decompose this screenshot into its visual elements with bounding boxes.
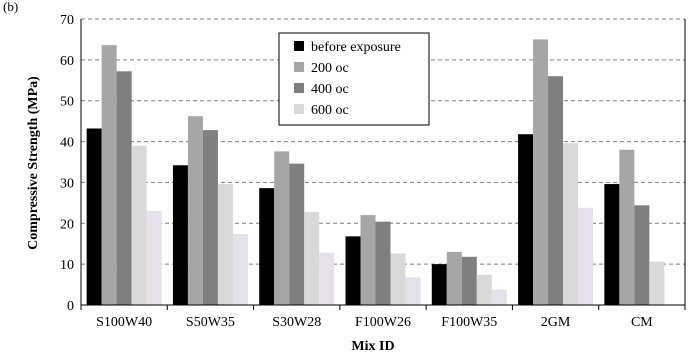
x-tick-label: S100W40 — [96, 315, 152, 330]
bar-S50W35-series-4 — [217, 184, 233, 305]
bar-S30W28-series-1 — [259, 188, 275, 305]
bar-S100W40-series-4 — [131, 145, 147, 305]
bar-F100W26-series-3 — [375, 221, 391, 305]
x-tick-labels: S100W40 S50W35 S30W28 F100W26 F100W35 2GM CM — [96, 315, 653, 330]
bar-F100W26-series-2 — [360, 215, 376, 305]
x-tick-label: F100W26 — [355, 315, 411, 330]
bar-S50W35-series-3 — [202, 130, 218, 305]
bar-S100W40-series-1 — [86, 128, 102, 305]
x-axis-title: Mix ID — [351, 339, 394, 354]
legend-label: before exposure — [311, 40, 401, 55]
bar-S50W35-series-2 — [187, 116, 203, 306]
legend: before exposure 200 oc 400 oc 600 oc — [278, 32, 430, 126]
bar-F100W35-series-1 — [431, 264, 447, 305]
bar-S30W28-series-3 — [289, 163, 305, 305]
bar-S100W40-series-5 — [146, 211, 162, 305]
bar-F100W26-series-5 — [405, 277, 421, 305]
legend-swatch — [294, 62, 304, 72]
bar-S50W35-series-1 — [172, 165, 188, 305]
bar-S30W28-series-4 — [304, 211, 320, 305]
x-tick-label: CM — [631, 315, 653, 330]
y-tick-label: 20 — [60, 217, 74, 232]
bar-CM-series-1 — [604, 184, 620, 305]
bar-F100W35-series-2 — [446, 251, 462, 305]
y-tick-label: 40 — [60, 136, 74, 151]
y-tick-label: 60 — [60, 54, 74, 69]
bar-S30W28-series-2 — [274, 151, 290, 305]
bar-S100W40-series-3 — [116, 71, 132, 305]
legend-label: 400 oc — [311, 82, 349, 97]
bar-F100W35-series-4 — [476, 274, 492, 305]
legend-swatch — [294, 104, 304, 114]
bars — [86, 39, 665, 306]
bar-F100W35-series-3 — [461, 256, 477, 305]
bar-2GM-series-3 — [548, 76, 564, 305]
figure-part-label: (b) — [3, 0, 18, 14]
x-tick-label: F100W35 — [441, 315, 497, 330]
y-tick-label: 10 — [60, 258, 74, 273]
bar-S100W40-series-2 — [101, 45, 117, 306]
bar-CM-series-2 — [619, 149, 635, 305]
y-tick-labels: 0 10 20 30 40 50 60 70 — [60, 13, 74, 314]
legend-swatch — [294, 41, 304, 51]
x-tick-label: S50W35 — [186, 315, 235, 330]
bar-2GM-series-1 — [518, 134, 534, 305]
bar-2GM-series-5 — [578, 207, 594, 305]
legend-label: 200 oc — [311, 61, 349, 76]
y-tick-label: 0 — [67, 299, 74, 314]
bar-CM-series-4 — [649, 261, 665, 305]
legend-swatch — [294, 83, 304, 93]
x-tick-label: 2GM — [541, 315, 571, 330]
bar-F100W26-series-1 — [345, 236, 361, 305]
y-tick-label: 30 — [60, 176, 74, 191]
legend-label: 600 oc — [311, 103, 349, 118]
bar-S50W35-series-5 — [232, 233, 248, 305]
bar-S30W28-series-5 — [319, 252, 335, 305]
x-tick-label: S30W28 — [272, 315, 321, 330]
y-axis-title: Compressive Strength (MPa) — [26, 76, 41, 250]
bar-2GM-series-4 — [563, 143, 579, 305]
y-tick-label: 50 — [60, 95, 74, 110]
bar-F100W26-series-4 — [390, 253, 406, 305]
y-tick-label: 70 — [60, 13, 74, 28]
axes — [80, 19, 686, 310]
bar-F100W35-series-5 — [491, 289, 507, 305]
bar-CM-series-3 — [634, 205, 650, 305]
bar-2GM-series-2 — [533, 39, 549, 306]
